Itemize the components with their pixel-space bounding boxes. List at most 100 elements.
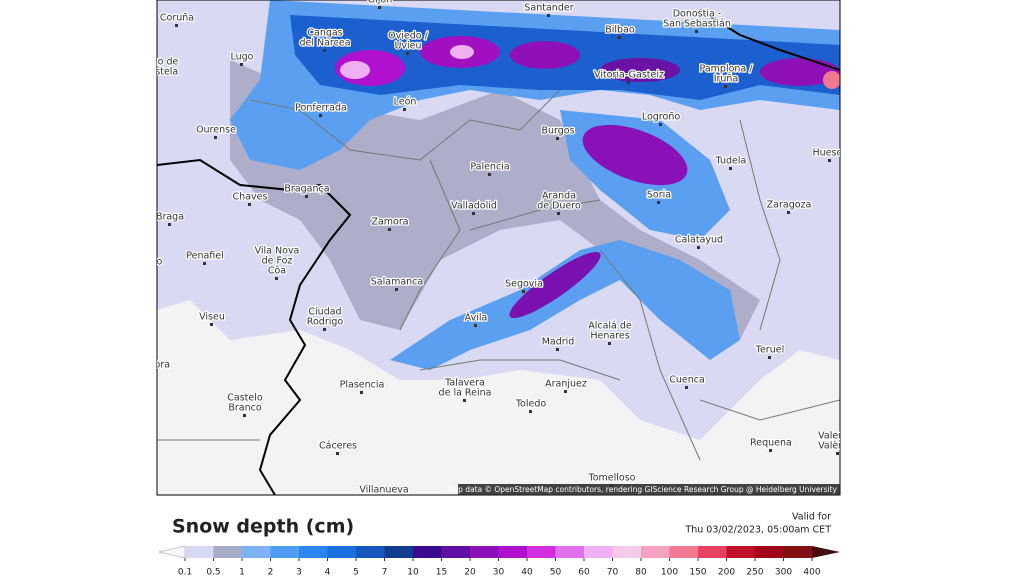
city-label: Logroño [642, 112, 680, 123]
colorbar-arrow [812, 546, 840, 558]
city-label: Uvieu [394, 41, 421, 52]
city-marker [768, 356, 771, 359]
city-label: Donostia - [673, 9, 722, 20]
colorbar-segment [384, 546, 414, 558]
legend-title: Snow depth (cm) [172, 516, 354, 538]
colorbar-segment [641, 546, 670, 558]
city-marker [463, 399, 466, 402]
city-label: Plasencia [340, 380, 385, 391]
city-label: de Duero [537, 201, 581, 212]
city-label: Salamanca [371, 277, 423, 288]
city-marker [769, 449, 772, 452]
city-marker [243, 414, 246, 417]
city-marker [275, 277, 278, 280]
city-label: Braga [156, 212, 184, 223]
colorbar-label: 15 [436, 568, 447, 576]
city-marker [787, 211, 790, 214]
city-marker [210, 323, 213, 326]
city-label: Henares [590, 331, 629, 342]
region-line [157, 89, 840, 461]
city-label: Villanueva [359, 485, 408, 496]
city-label: Palencia [470, 162, 509, 173]
snow-red [823, 71, 840, 89]
colorbar-label: 7 [382, 568, 388, 576]
city-label: Santiago de [122, 57, 179, 68]
snow-purple [510, 41, 580, 69]
city-marker [148, 371, 151, 374]
colorbar-label: 200 [718, 568, 735, 576]
valid-for: Valid for [792, 512, 831, 523]
city-marker [336, 452, 339, 455]
city-marker [382, 496, 385, 499]
city-label: Oviedo / [388, 31, 428, 42]
city-marker [529, 410, 532, 413]
colorbar-segment [783, 546, 813, 558]
city-label: de Foz [262, 256, 293, 267]
city-labels: Coruña Gijón Santander Donostia -San Sebast… [122, 0, 858, 499]
city-label: Rodrigo [307, 317, 344, 328]
colorbar-label: 0.1 [178, 568, 192, 576]
city-label: del Narcea [299, 38, 350, 49]
border [157, 158, 352, 495]
snow-purple [600, 58, 680, 82]
colorbar-segment [213, 546, 243, 558]
city-label: Vila Nova [255, 246, 300, 257]
city-label: Iruña [714, 74, 739, 85]
city-label: Ourense [196, 125, 236, 136]
city-label: Santander [524, 3, 573, 14]
city-marker [403, 108, 406, 111]
city-label: Teruel [755, 345, 784, 356]
city-label: Tomelloso [588, 473, 636, 484]
colorbar-arrow [158, 545, 186, 559]
city-label: Gijón [368, 0, 392, 6]
colorbar-segment [413, 546, 442, 558]
colorbar-segment [242, 546, 271, 558]
city-marker [556, 137, 559, 140]
city-label: Valencia [818, 431, 858, 442]
city-label: Zaragoza [767, 200, 812, 211]
colorbar-segment [441, 546, 471, 558]
colorbar-segment [698, 546, 727, 558]
city-marker [608, 342, 611, 345]
colorbar-label: 10 [407, 568, 419, 576]
city-marker [729, 167, 732, 170]
city-label: Huesca [812, 148, 847, 159]
snow-purple [760, 58, 840, 86]
colorbar-segment [669, 546, 699, 558]
colorbar-label: 30 [493, 568, 505, 576]
colorbar-label: 80 [635, 568, 647, 576]
city-marker [697, 246, 700, 249]
colorbar-label: 1 [239, 568, 245, 576]
valid-time: Thu 03/02/2023, 05:00am CET [684, 525, 831, 536]
city-marker [388, 228, 391, 231]
city-marker [305, 195, 308, 198]
city-marker [627, 81, 630, 84]
snow-purple [582, 124, 688, 186]
city-marker [472, 212, 475, 215]
city-label: Ciudad [308, 307, 341, 318]
city-label: Requena [750, 438, 792, 449]
city-label: León [394, 97, 417, 108]
colorbar-segment [185, 546, 214, 558]
city-marker [618, 36, 621, 39]
city-marker [522, 290, 525, 293]
colorbar-label: 300 [775, 568, 792, 576]
city-label: Coimbra [130, 360, 170, 371]
colorbar-segment [270, 546, 300, 558]
city-marker [488, 173, 491, 176]
city-marker [610, 484, 613, 487]
map [157, 0, 840, 495]
colorbar-label: 2 [268, 568, 274, 576]
city-marker [659, 123, 662, 126]
attribution-bg [458, 484, 840, 495]
city-label: Madrid [542, 337, 575, 348]
city-marker [724, 85, 727, 88]
city-marker [378, 6, 381, 9]
city-label: Talavera [444, 378, 485, 389]
city-label: Zamora [371, 217, 408, 228]
city-marker [474, 324, 477, 327]
city-marker [175, 24, 178, 27]
city-label: Toledo [515, 399, 547, 410]
colorbar-segment [755, 546, 784, 558]
